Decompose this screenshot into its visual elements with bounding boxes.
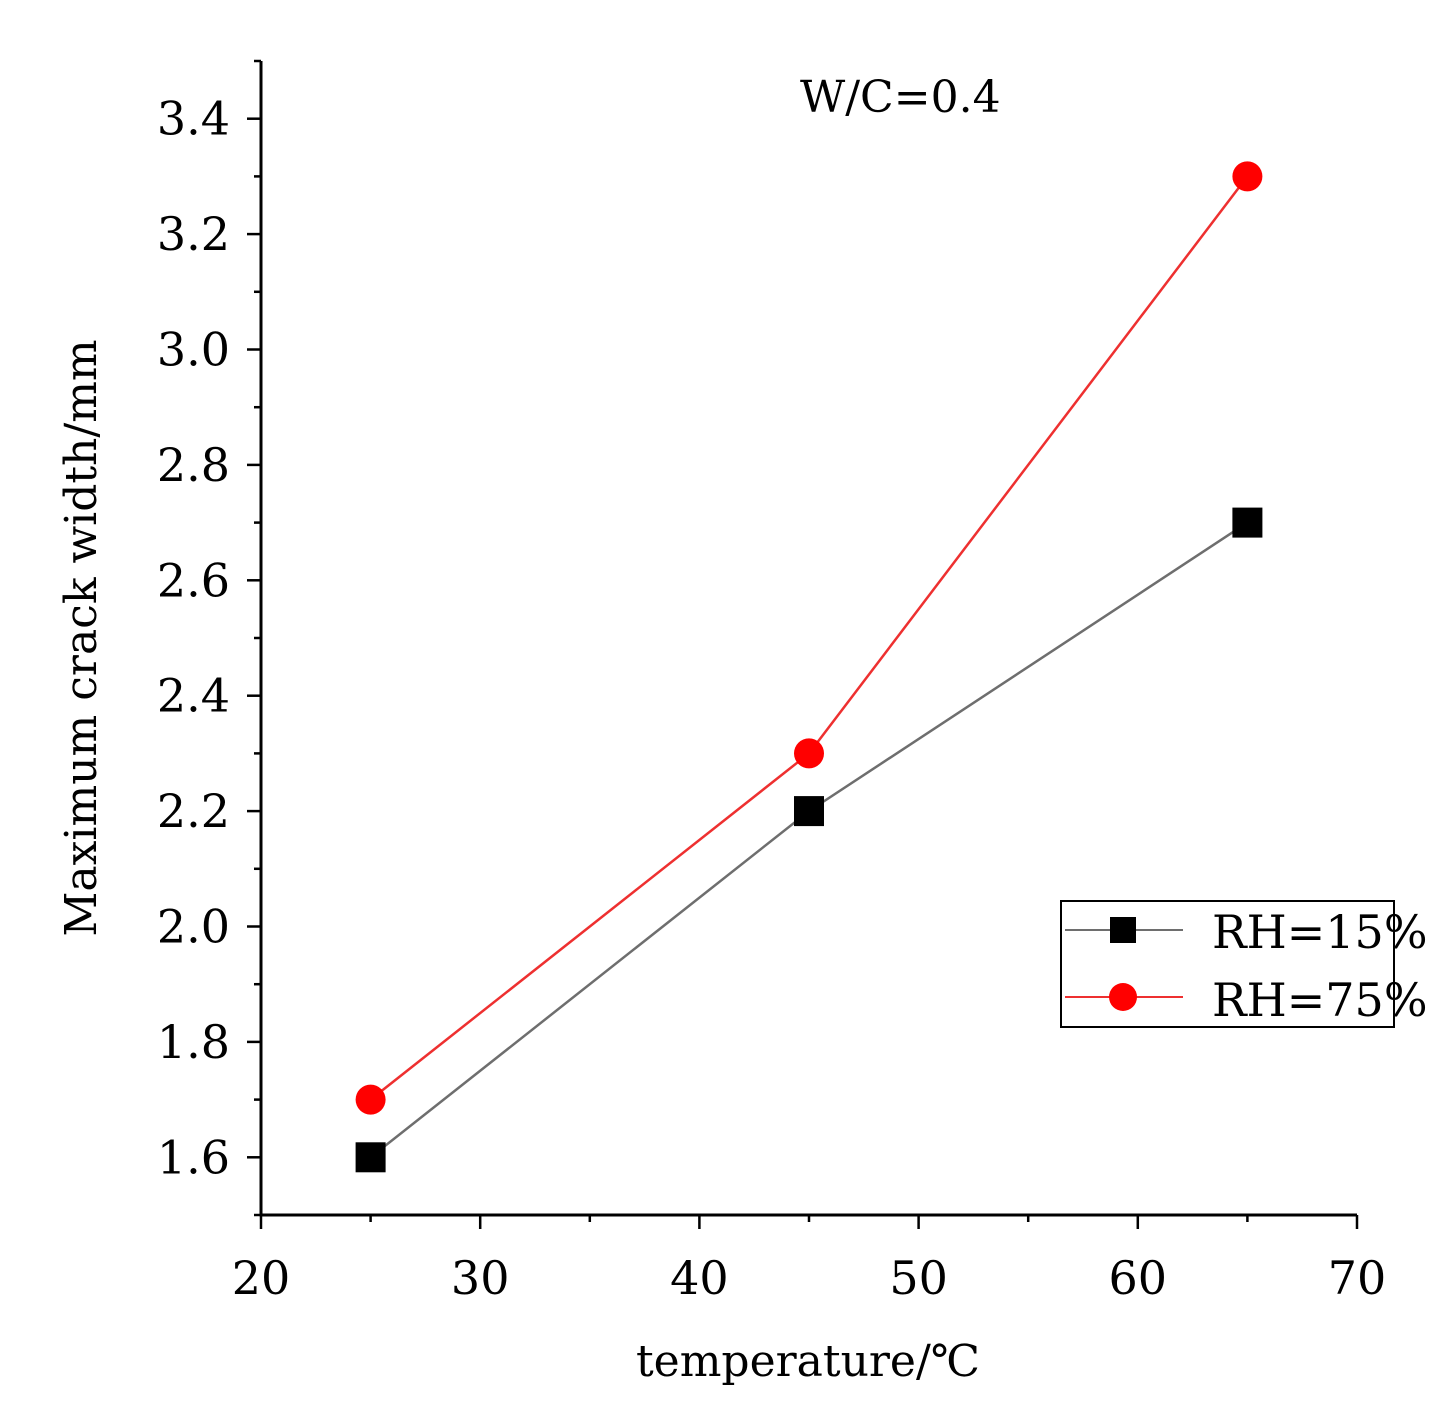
x-tick-label: 50	[889, 1251, 948, 1305]
x-tick-label: 30	[451, 1251, 510, 1305]
y-tick-label: 2.2	[157, 784, 230, 838]
y-tick-label: 3.4	[157, 92, 230, 146]
x-tick-label: 40	[670, 1251, 729, 1305]
y-tick-label: 1.8	[157, 1015, 230, 1069]
data-point-rh75	[1232, 161, 1263, 192]
series-line-rh15	[369, 521, 1249, 1159]
y-tick-label: 2.6	[157, 553, 230, 607]
data-point-rh75	[794, 738, 824, 769]
x-tick-label: 60	[1109, 1251, 1168, 1305]
axes	[259, 61, 1357, 1217]
x-tick-label: 20	[232, 1251, 291, 1305]
data-point-rh15	[794, 796, 824, 827]
legend-label-rh75: RH=75%	[1212, 973, 1428, 1027]
legend: RH=15% RH=75%	[1060, 900, 1428, 1028]
legend-label-rh15: RH=15%	[1212, 905, 1428, 959]
series	[355, 161, 1263, 1173]
legend-marker-square	[1110, 917, 1136, 943]
y-tick-label: 1.6	[157, 1130, 230, 1184]
x-tick-label: 70	[1328, 1251, 1387, 1305]
y-tick-label: 3.0	[157, 323, 230, 377]
legend-marker-circle	[1109, 983, 1137, 1011]
data-point-rh15	[1232, 507, 1263, 538]
y-tick-label: 2.0	[157, 900, 230, 954]
chart-annotation: W/C=0.4	[800, 72, 1001, 123]
x-axis-title: temperature/℃	[636, 1336, 980, 1387]
y-tick-label: 2.4	[157, 669, 230, 723]
y-tick-label: 3.2	[157, 207, 230, 261]
y-tick-label: 2.8	[157, 438, 230, 492]
data-point-rh15	[355, 1142, 386, 1173]
data-point-rh75	[355, 1084, 386, 1115]
y-axis-title: Maximum crack width/mm	[56, 339, 107, 936]
ticks: 20 30 40 50 60 70 1.6 1.8 2.0 2.2 2.4 2.6 2.8 3.0 3.2 3…	[157, 59, 1387, 1305]
